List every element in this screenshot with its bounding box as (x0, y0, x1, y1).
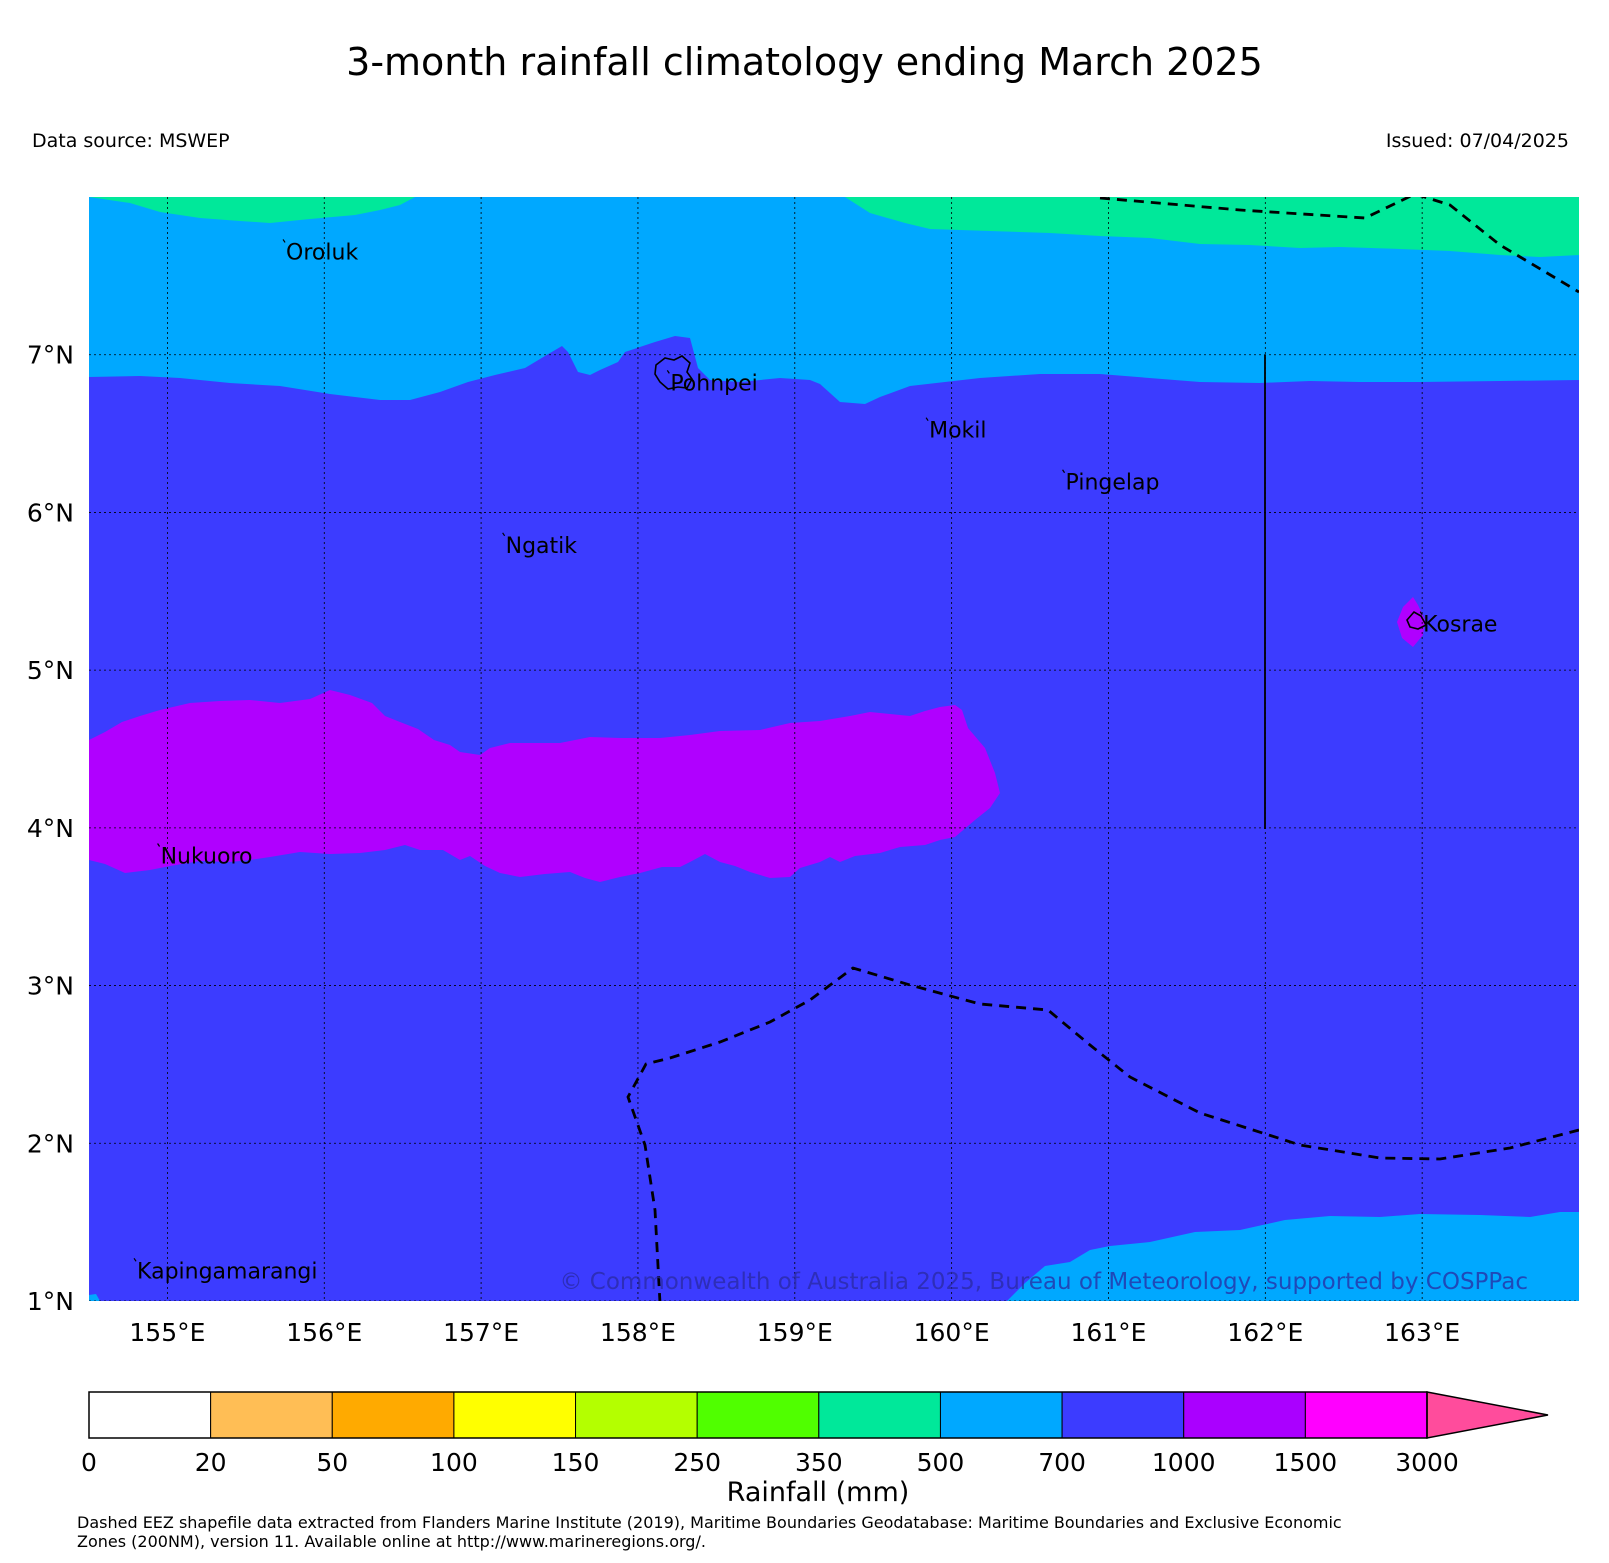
island-label: Nukuoro (161, 845, 253, 870)
colorbar-tick-label: 150 (552, 1448, 600, 1477)
issued-date-label: Issued: 07/04/2025 (1385, 130, 1569, 152)
x-tick-label: 159°E (757, 1318, 833, 1347)
island-label: Ngatik (506, 534, 578, 559)
y-tick-label: 4°N (27, 814, 74, 843)
x-axis-tick-labels: 155°E 156°E 157°E 158°E 159°E 160°E 161°E 162°E… (129, 1318, 1460, 1347)
x-tick-label: 162°E (1227, 1318, 1303, 1347)
colorbar-tick-label: 700 (1038, 1448, 1086, 1477)
zone-1000-1500-kosrae (1397, 597, 1425, 647)
colorbar-tick-label: 50 (316, 1448, 348, 1477)
colorbar-segment (88, 1391, 212, 1439)
eez-boundary-north (1099, 197, 1579, 294)
eez-boundaries (626, 197, 1579, 1301)
island-label: Pingelap (1066, 471, 1160, 496)
zone-350-500-northwest (89, 197, 415, 223)
y-tick-label: 1°N (27, 1287, 74, 1316)
x-tick-label: 161°E (1070, 1318, 1146, 1347)
y-axis-tick-labels: 1°N 2°N 3°N 4°N 5°N 6°N 7°N (27, 341, 74, 1316)
island-marker (1062, 469, 1066, 474)
island-marker (282, 239, 286, 243)
y-tick-label: 3°N (27, 972, 74, 1001)
colorbar-tick-labels: 0 20 50 100 150 250 350 500 700 1000 1500 3000 (81, 1448, 1459, 1477)
y-tick-label: 2°N (27, 1129, 74, 1158)
zone-350-500-northeast (845, 197, 1579, 257)
colorbar-frame (88, 1391, 1428, 1439)
zone-500-700-south (1007, 1212, 1579, 1301)
data-source-label: Data source: MSWEP (32, 130, 230, 152)
colorbar (88, 1391, 1549, 1439)
y-tick-label: 5°N (27, 656, 74, 685)
island-label: Oroluk (286, 240, 358, 265)
colorbar-segment (1304, 1391, 1428, 1439)
colorbar-tick-label: 500 (917, 1448, 965, 1477)
x-tick-label: 160°E (914, 1318, 990, 1347)
island-label: Mokil (929, 419, 986, 444)
x-tick-label: 156°E (286, 1318, 362, 1347)
colorbar-segment (575, 1391, 698, 1439)
colorbar-tick-label: 3000 (1395, 1448, 1459, 1477)
colorbar-segment (331, 1391, 455, 1439)
pohnpei-outline (654, 355, 693, 390)
island-labels: Oroluk Pohnpei Mokil Pingelap Ngatik Kosrae Nu… (137, 240, 1497, 1284)
map-plot-area (89, 197, 1579, 1301)
y-tick-label: 7°N (27, 341, 74, 370)
page-title: 3-month rainfall climatology ending Marc… (346, 40, 1263, 84)
y-tick-label: 6°N (27, 498, 74, 527)
island-markers (133, 239, 1423, 1262)
zone-500-700-north (89, 197, 1579, 404)
colorbar-segment (1061, 1391, 1185, 1439)
map-copyright: © Commonwealth of Australia 2025, Bureau… (559, 1269, 1528, 1295)
island-marker (157, 843, 161, 847)
zone-1000-1500-band (89, 690, 1000, 882)
x-tick-label: 158°E (600, 1318, 676, 1347)
island-label: Kapingamarangi (137, 1259, 317, 1284)
kosrae-outline (1406, 610, 1428, 630)
island-label: Pohnpei (670, 371, 757, 396)
island-marker (133, 1257, 137, 1262)
colorbar-segment (210, 1391, 333, 1439)
x-tick-label: 163°E (1384, 1318, 1460, 1347)
x-tick-label: 157°E (443, 1318, 519, 1347)
eez-footnote-line-2: Zones (200NM), version 11. Available onl… (77, 1532, 706, 1551)
colorbar-label: Rainfall (mm) (727, 1477, 910, 1508)
colorbar-segment (453, 1391, 577, 1439)
colorbar-segment (818, 1391, 941, 1439)
island-label: Kosrae (1423, 613, 1497, 638)
eez-footnote: Dashed EEZ shapefile data extracted from… (77, 1513, 1597, 1551)
eez-boundary-south (626, 966, 1579, 1301)
colorbar-segment (939, 1391, 1063, 1439)
colorbar-tick-label: 1000 (1152, 1448, 1216, 1477)
eez-footnote-line-1: Dashed EEZ shapefile data extracted from… (77, 1513, 1342, 1532)
colorbar-segment (1183, 1391, 1306, 1439)
colorbar-tick-label: 0 (81, 1448, 97, 1477)
colorbar-tick-label: 100 (430, 1448, 478, 1477)
colorbar-extend-arrow (1426, 1391, 1549, 1439)
zone-500-700-corner (89, 1294, 100, 1301)
island-marker (666, 370, 670, 374)
x-tick-label: 155°E (129, 1318, 205, 1347)
island-marker (925, 417, 929, 422)
colorbar-tick-label: 20 (195, 1448, 227, 1477)
colorbar-segment (696, 1391, 820, 1439)
colorbar-tick-label: 1500 (1274, 1448, 1338, 1477)
colorbar-tick-label: 350 (795, 1448, 843, 1477)
colorbar-tick-label: 250 (673, 1448, 721, 1477)
island-marker (502, 532, 506, 537)
island-marker (1419, 611, 1423, 616)
